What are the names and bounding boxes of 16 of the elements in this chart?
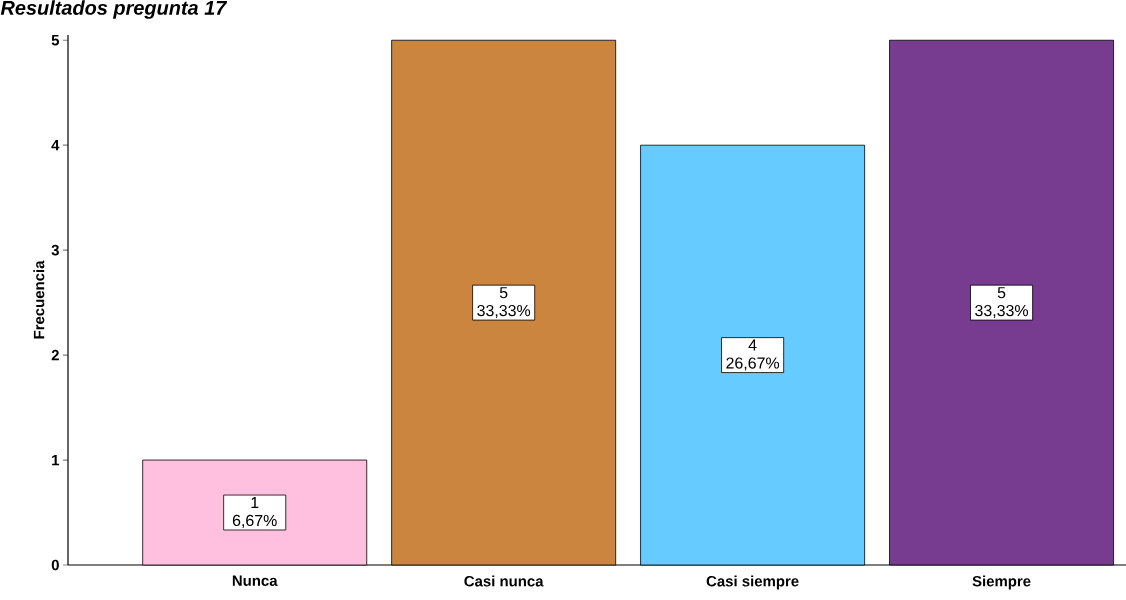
y-tick-label: 3 [51, 244, 59, 256]
y-tick-label: 0 [51, 559, 59, 571]
x-tick-label: Nunca [232, 575, 278, 586]
x-tick-label: Casi nunca [464, 575, 544, 587]
data-label: 5 33,33% [477, 287, 531, 319]
y-axis-title: Frecuencia [33, 260, 45, 339]
y-tick-label: 4 [51, 140, 60, 151]
y-tick-label: 2 [51, 349, 59, 361]
chart-title: Resultados pregunta 17 [0, 0, 228, 19]
x-tick-label: Siempre [972, 575, 1031, 590]
data-label: 1 6,67% [232, 497, 277, 528]
data-label: 4 26,67% [726, 339, 780, 371]
x-tick-label: Casi siempre [706, 575, 799, 590]
y-tick-label: 1 [52, 454, 60, 466]
y-tick-label: 5 [51, 35, 60, 46]
data-label: 5 33,33% [975, 287, 1029, 319]
